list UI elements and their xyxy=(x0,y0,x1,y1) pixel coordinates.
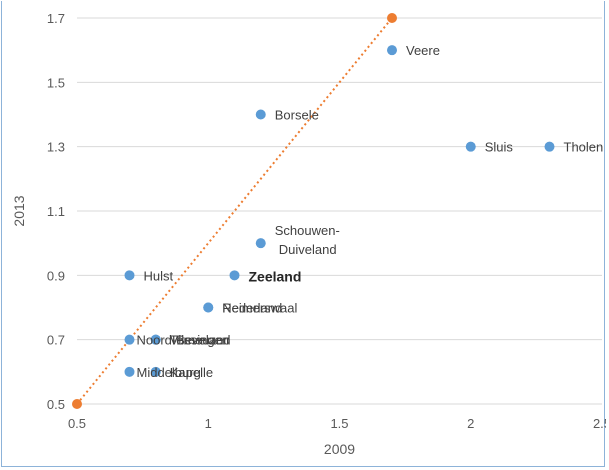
x-tick-label: 2.5 xyxy=(593,416,606,431)
reference-point xyxy=(387,13,397,23)
data-point xyxy=(124,270,135,281)
reference-dotted-line xyxy=(76,17,393,405)
x-tick-label: 1.5 xyxy=(330,416,348,431)
data-point xyxy=(124,366,135,377)
point-label: Reimerswaal xyxy=(222,301,297,316)
point-label: Zeeland xyxy=(249,268,302,284)
data-point xyxy=(387,45,397,56)
point-label: Schouwen-Duiveland xyxy=(275,223,340,257)
x-tick-label: 1 xyxy=(205,416,212,431)
point-label: Tholen xyxy=(564,140,604,155)
data-point xyxy=(255,109,266,120)
point-label: Middelburg xyxy=(137,365,201,380)
data-point xyxy=(150,334,161,345)
data-point xyxy=(124,334,135,345)
data-point xyxy=(229,270,240,281)
data-point xyxy=(544,141,555,152)
x-tick-label: 2 xyxy=(467,416,474,431)
data-point xyxy=(255,238,266,249)
x-tick-label: 0.5 xyxy=(68,416,86,431)
reference-line xyxy=(72,13,397,409)
y-tick-label: 0.9 xyxy=(47,268,65,283)
y-tick-label: 1.1 xyxy=(47,204,65,219)
y-tick-label: 1.5 xyxy=(47,75,65,90)
data-points xyxy=(124,45,555,377)
y-tick-label: 0.5 xyxy=(47,397,65,412)
data-point xyxy=(203,302,214,313)
point-label: Veere xyxy=(406,43,440,58)
y-tick-label: 1.7 xyxy=(47,11,65,26)
reference-point xyxy=(72,399,82,409)
y-tick-label: 1.3 xyxy=(47,140,65,155)
point-label: Terneuzen xyxy=(170,333,231,348)
y-axis-title: 2013 xyxy=(11,195,27,226)
data-point xyxy=(150,366,161,377)
point-label: Noord-Beveland xyxy=(137,333,231,348)
point-labels: Veere Borsele Sluis Tholen Schouwen-Duivelan… xyxy=(137,43,604,380)
y-tick-label: 0.7 xyxy=(47,333,65,348)
point-label: Hulst xyxy=(144,268,174,283)
point-label: Kapelle xyxy=(170,365,213,380)
data-point xyxy=(465,141,476,152)
point-label: Nederland xyxy=(222,301,282,316)
axes: 0.5 0.7 0.9 1.1 1.3 1.5 1.7 0.5 1 1.5 2 2.5 xyxy=(47,11,606,431)
point-label: Vlissingen xyxy=(170,333,229,348)
point-label: Sluis xyxy=(485,140,514,155)
point-label: Borsele xyxy=(275,108,319,123)
x-axis-title: 2009 xyxy=(324,441,355,457)
